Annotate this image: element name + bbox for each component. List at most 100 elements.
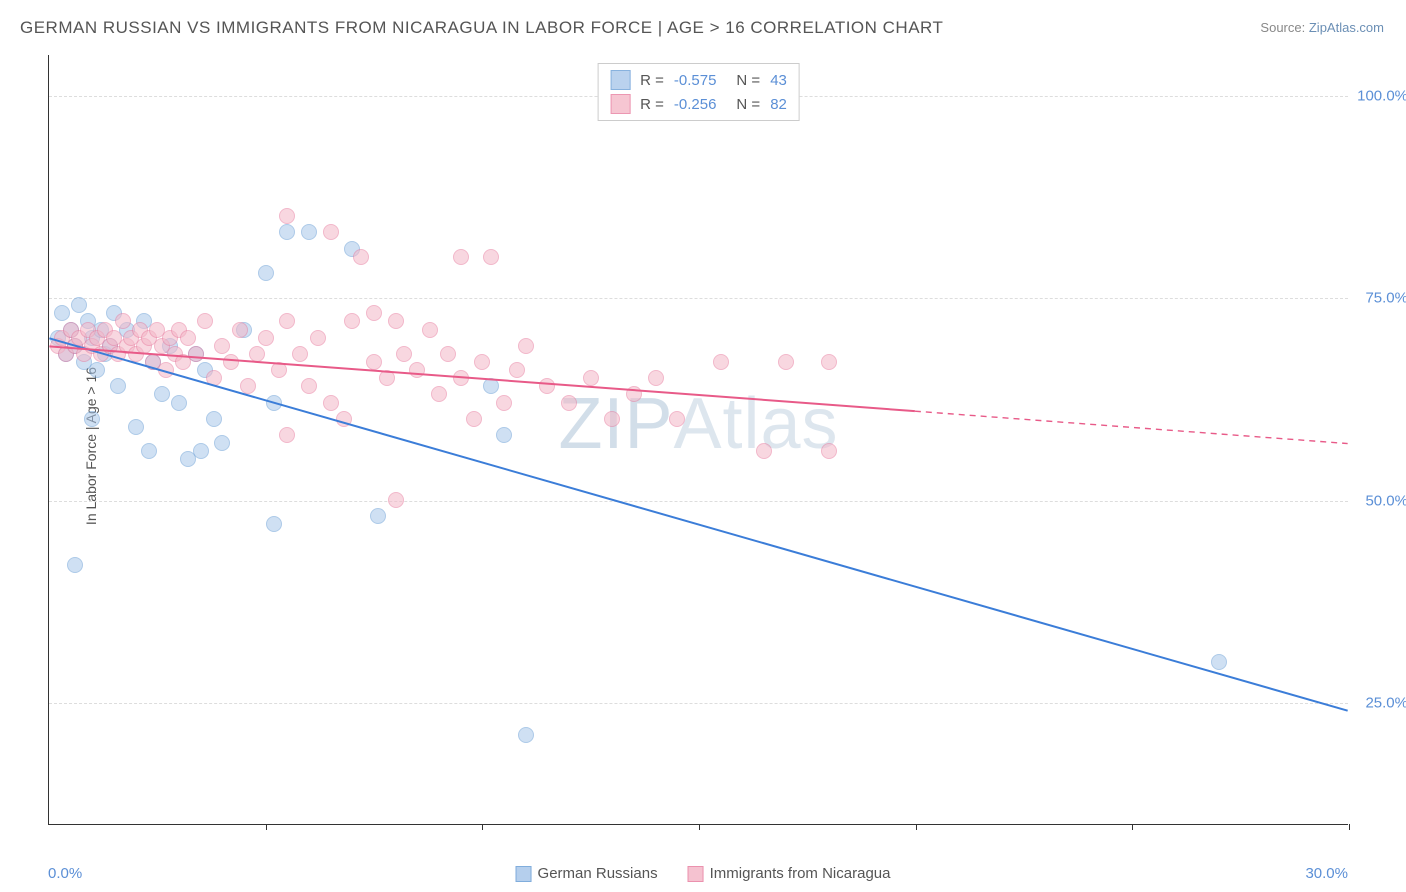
correlation-legend-row: R = -0.575N = 43 xyxy=(610,68,787,92)
gridline-horizontal xyxy=(49,501,1348,502)
scatter-point-series-b xyxy=(509,362,525,378)
scatter-point-series-b xyxy=(604,411,620,427)
scatter-point-series-a xyxy=(279,224,295,240)
scatter-point-series-a xyxy=(301,224,317,240)
series-legend-item: Immigrants from Nicaragua xyxy=(688,865,891,882)
legend-swatch xyxy=(688,866,704,882)
y-tick-label: 50.0% xyxy=(1365,492,1406,509)
scatter-point-series-b xyxy=(223,354,239,370)
gridline-horizontal xyxy=(49,703,1348,704)
scatter-point-series-b xyxy=(292,346,308,362)
scatter-point-series-b xyxy=(453,249,469,265)
scatter-point-series-a xyxy=(67,557,83,573)
legend-n-label: N = xyxy=(736,72,760,89)
source-link[interactable]: ZipAtlas.com xyxy=(1309,20,1384,35)
legend-swatch xyxy=(610,70,630,90)
scatter-point-series-b xyxy=(431,386,447,402)
scatter-point-series-b xyxy=(422,322,438,338)
scatter-point-series-a xyxy=(71,297,87,313)
scatter-point-series-b xyxy=(115,313,131,329)
scatter-point-series-a xyxy=(141,443,157,459)
scatter-point-series-b xyxy=(583,370,599,386)
legend-r-label: R = xyxy=(640,72,664,89)
series-name: German Russians xyxy=(538,865,658,882)
series-legend: German Russians Immigrants from Nicaragua xyxy=(516,865,891,882)
scatter-point-series-b xyxy=(180,330,196,346)
scatter-point-series-b xyxy=(366,305,382,321)
scatter-point-series-a xyxy=(110,378,126,394)
y-tick-label: 100.0% xyxy=(1357,87,1406,104)
scatter-point-series-a xyxy=(154,386,170,402)
gridline-horizontal xyxy=(49,298,1348,299)
legend-r-label: R = xyxy=(640,96,664,113)
scatter-point-series-a xyxy=(193,443,209,459)
scatter-point-series-a xyxy=(84,411,100,427)
scatter-point-series-b xyxy=(258,330,274,346)
chart-title: GERMAN RUSSIAN VS IMMIGRANTS FROM NICARA… xyxy=(20,18,943,38)
scatter-point-series-a xyxy=(54,305,70,321)
scatter-point-series-b xyxy=(518,338,534,354)
correlation-legend-row: R = -0.256N = 82 xyxy=(610,92,787,116)
scatter-point-series-b xyxy=(323,395,339,411)
scatter-point-series-b xyxy=(158,362,174,378)
scatter-point-series-b xyxy=(197,313,213,329)
scatter-point-series-b xyxy=(496,395,512,411)
regression-line-solid xyxy=(49,338,1347,710)
legend-swatch xyxy=(610,94,630,114)
scatter-point-series-a xyxy=(266,516,282,532)
scatter-point-series-b xyxy=(821,443,837,459)
scatter-point-series-b xyxy=(249,346,265,362)
scatter-point-series-b xyxy=(379,370,395,386)
scatter-point-series-b xyxy=(440,346,456,362)
legend-r-value: -0.256 xyxy=(674,96,717,113)
scatter-point-series-a xyxy=(258,265,274,281)
scatter-point-series-b xyxy=(669,411,685,427)
scatter-point-series-b xyxy=(713,354,729,370)
scatter-point-series-b xyxy=(539,378,555,394)
chart-container: GERMAN RUSSIAN VS IMMIGRANTS FROM NICARA… xyxy=(0,0,1406,892)
regression-lines-layer xyxy=(49,55,1348,824)
scatter-point-series-b xyxy=(453,370,469,386)
scatter-point-series-a xyxy=(214,435,230,451)
scatter-point-series-a xyxy=(1211,654,1227,670)
scatter-point-series-b xyxy=(366,354,382,370)
x-tick xyxy=(1132,824,1133,830)
scatter-point-series-b xyxy=(323,224,339,240)
scatter-point-series-a xyxy=(128,419,144,435)
scatter-point-series-b xyxy=(336,411,352,427)
scatter-point-series-b xyxy=(396,346,412,362)
scatter-point-series-a xyxy=(518,727,534,743)
scatter-point-series-b xyxy=(756,443,772,459)
legend-n-value: 43 xyxy=(770,72,787,89)
x-tick xyxy=(916,824,917,830)
scatter-point-series-b xyxy=(353,249,369,265)
scatter-point-series-b xyxy=(388,313,404,329)
scatter-point-series-a xyxy=(266,395,282,411)
scatter-point-series-b xyxy=(214,338,230,354)
scatter-point-series-b xyxy=(474,354,490,370)
scatter-point-series-b xyxy=(271,362,287,378)
x-tick xyxy=(266,824,267,830)
y-tick-label: 75.0% xyxy=(1365,290,1406,307)
scatter-point-series-b xyxy=(310,330,326,346)
x-axis-max-label: 30.0% xyxy=(1305,865,1348,882)
scatter-point-series-b xyxy=(301,378,317,394)
scatter-point-series-b xyxy=(648,370,664,386)
plot-area: ZIPAtlas R = -0.575N = 43R = -0.256N = 8… xyxy=(48,55,1348,825)
correlation-legend: R = -0.575N = 43R = -0.256N = 82 xyxy=(597,63,800,121)
legend-n-value: 82 xyxy=(770,96,787,113)
scatter-point-series-b xyxy=(821,354,837,370)
source-attribution: Source: ZipAtlas.com xyxy=(1260,20,1384,35)
regression-line-dashed xyxy=(915,411,1348,443)
scatter-point-series-a xyxy=(496,427,512,443)
x-tick xyxy=(699,824,700,830)
scatter-point-series-b xyxy=(206,370,222,386)
scatter-point-series-b xyxy=(483,249,499,265)
scatter-point-series-a xyxy=(89,362,105,378)
scatter-point-series-b xyxy=(279,313,295,329)
x-tick xyxy=(482,824,483,830)
scatter-point-series-b xyxy=(279,427,295,443)
scatter-point-series-a xyxy=(206,411,222,427)
scatter-point-series-b xyxy=(188,346,204,362)
series-legend-item: German Russians xyxy=(516,865,658,882)
